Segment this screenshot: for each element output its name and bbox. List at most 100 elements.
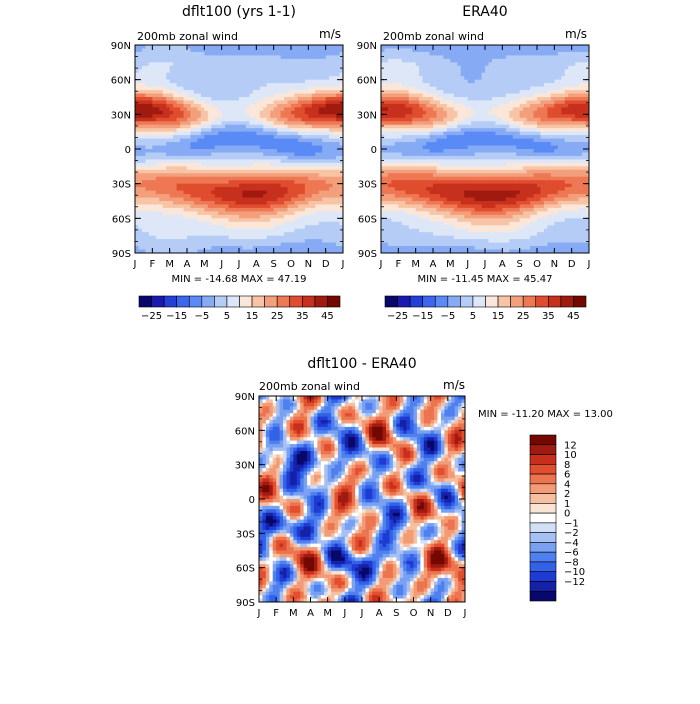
panel-model-cell <box>312 114 316 118</box>
panel-era40-cell <box>527 69 531 73</box>
panel-model-cell <box>180 52 184 56</box>
panel-model-cell <box>142 166 146 170</box>
panel-era40-cell <box>426 76 430 80</box>
panel-era40-cell <box>547 76 551 80</box>
panel-model-cell <box>301 194 305 198</box>
panel-model-cell <box>163 114 167 118</box>
panel-model-cell <box>246 139 250 143</box>
panel-model-cell <box>319 62 323 66</box>
panel-model-cell <box>215 146 219 150</box>
panel-model-cell <box>308 90 312 94</box>
panel-model-cell <box>173 229 177 233</box>
panel-era40-cell <box>495 55 499 59</box>
panel-model-cell <box>246 191 250 195</box>
panel-model-cell <box>322 201 326 205</box>
panel-model-cell <box>326 152 330 156</box>
panel-era40-cell <box>447 100 451 104</box>
panel-model-cell <box>322 66 326 70</box>
panel-model-cell <box>288 83 292 87</box>
panel-model-cell <box>187 187 191 191</box>
panel-model-cell <box>149 52 153 56</box>
panel-era40-cell <box>495 87 499 91</box>
panel-era40-cell <box>381 87 385 91</box>
panel-era40-cell <box>471 62 475 66</box>
panel-model-cell <box>173 128 177 132</box>
panel-model-cell <box>163 125 167 129</box>
panel-model-cell <box>284 232 288 236</box>
panel-model-cell <box>326 236 330 240</box>
panel-model-cell <box>239 225 243 229</box>
panel-model-cell <box>277 194 281 198</box>
panel-model-cell <box>211 225 215 229</box>
panel-era40-cell <box>554 48 558 52</box>
panel-model-cell <box>288 198 292 202</box>
panel-model-cell <box>319 59 323 63</box>
panel-model-cell <box>253 149 257 153</box>
panel-era40-cell <box>499 100 503 104</box>
panel-era40-cell <box>471 66 475 70</box>
panel-model-cell <box>326 239 330 243</box>
panel-era40-cell <box>513 52 517 56</box>
panel-model-cell <box>156 149 160 153</box>
panel-model-cell <box>236 69 240 73</box>
panel-model-colorbar-swatch <box>227 296 240 307</box>
panel-model-cell <box>190 211 194 215</box>
panel-era40-cell <box>433 107 437 111</box>
panel-model-cell <box>170 215 174 219</box>
panel-era40-cell <box>430 114 434 118</box>
panel-era40-cell <box>464 80 468 84</box>
panel-model-cell <box>222 215 226 219</box>
panel-model-cell <box>211 173 215 177</box>
panel-model-cell <box>197 152 201 156</box>
panel-model-cell <box>145 118 149 122</box>
panel-model-cell <box>242 125 246 129</box>
panel-era40-cell <box>495 59 499 63</box>
panel-era40-cell <box>492 62 496 66</box>
panel-era40-cell <box>537 80 541 84</box>
panel-model-cell <box>184 218 188 222</box>
panel-model-cell <box>305 62 309 66</box>
panel-era40-cell <box>402 94 406 98</box>
panel-model-cell <box>270 222 274 226</box>
panel-model-cell <box>208 243 212 247</box>
panel-era40-cell <box>398 59 402 63</box>
panel-era40-cell <box>482 104 486 108</box>
panel-era40-cell <box>475 69 479 73</box>
panel-model-cell <box>263 76 267 80</box>
panel-era40-cell <box>436 97 440 101</box>
panel-model-cell <box>208 204 212 208</box>
panel-model-cell <box>312 142 316 146</box>
panel-model-cell <box>222 201 226 205</box>
panel-model-cell <box>194 146 198 150</box>
panel-era40-cell <box>426 111 430 115</box>
panel-model-cell <box>204 215 208 219</box>
panel-model-cell <box>298 59 302 63</box>
panel-model-cell <box>201 232 205 236</box>
panel-model-cell <box>270 107 274 111</box>
panel-era40-cell <box>506 107 510 111</box>
panel-model-cell <box>225 142 229 146</box>
panel-model-cell <box>222 246 226 250</box>
panel-model-cell <box>263 66 267 70</box>
panel-model-cell <box>253 100 257 104</box>
panel-model-cell <box>294 111 298 115</box>
panel-model-cell <box>301 225 305 229</box>
panel-era40-cell <box>384 90 388 94</box>
panel-era40-cell <box>443 90 447 94</box>
panel-model-cell <box>194 118 198 122</box>
panel-era40-cell <box>440 80 444 84</box>
panel-model-cell <box>142 114 146 118</box>
panel-model-cell <box>242 236 246 240</box>
panel-model-cell <box>308 76 312 80</box>
panel-model-cell <box>142 121 146 125</box>
panel-model-cell <box>319 90 323 94</box>
panel-era40-cell <box>471 59 475 63</box>
panel-model-cell <box>288 163 292 167</box>
panel-model-cell <box>232 107 236 111</box>
panel-model-cell <box>260 48 264 52</box>
panel-model-cell <box>229 114 233 118</box>
panel-model-cell <box>308 104 312 108</box>
panel-model-cell <box>305 52 309 56</box>
panel-model-cell <box>215 111 219 115</box>
panel-model-cell <box>208 76 212 80</box>
